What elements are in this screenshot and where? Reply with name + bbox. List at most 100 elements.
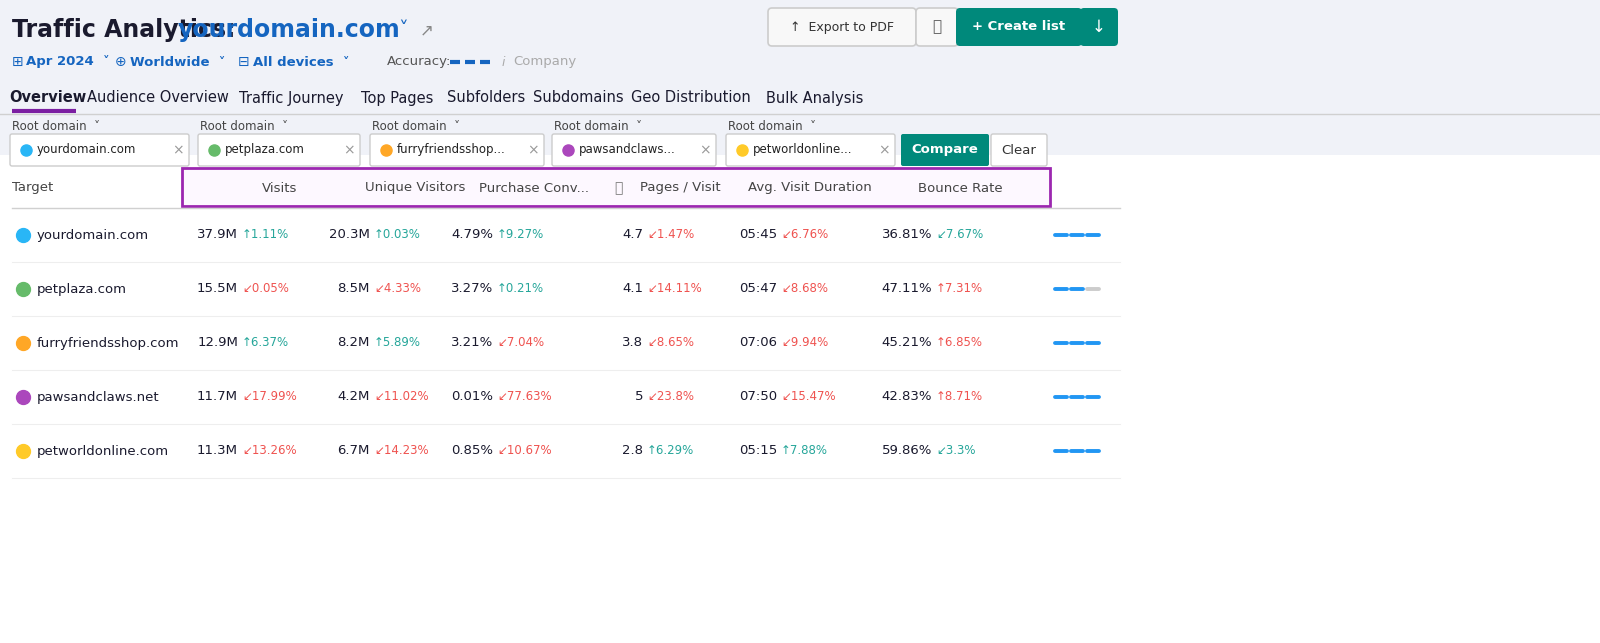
- Text: ⊕: ⊕: [115, 55, 126, 69]
- Text: ↙77.63%: ↙77.63%: [498, 390, 552, 404]
- Text: 20.3M: 20.3M: [330, 228, 370, 242]
- Text: 0.01%: 0.01%: [451, 390, 493, 404]
- Text: ↙7.04%: ↙7.04%: [498, 336, 544, 350]
- FancyBboxPatch shape: [0, 0, 1600, 155]
- Text: ↑1.11%: ↑1.11%: [242, 228, 290, 242]
- Text: Purchase Conv...: Purchase Conv...: [478, 181, 589, 194]
- Text: Clear: Clear: [1002, 143, 1037, 156]
- Text: ↙8.68%: ↙8.68%: [781, 282, 829, 296]
- Text: ↙7.67%: ↙7.67%: [936, 228, 984, 242]
- Text: ×: ×: [342, 143, 355, 157]
- Text: i: i: [502, 55, 506, 69]
- Text: ↙8.65%: ↙8.65%: [646, 336, 694, 350]
- Text: ↑5.89%: ↑5.89%: [374, 336, 421, 350]
- Text: Company: Company: [514, 55, 576, 69]
- Text: 4.1: 4.1: [622, 282, 643, 296]
- Text: ↙9.94%: ↙9.94%: [781, 336, 829, 350]
- Text: 59.86%: 59.86%: [882, 444, 931, 458]
- Text: 05:47: 05:47: [739, 282, 778, 296]
- Text: Overview: Overview: [10, 91, 86, 105]
- FancyBboxPatch shape: [370, 134, 544, 166]
- FancyBboxPatch shape: [990, 134, 1046, 166]
- Text: furryfriendsshop.com: furryfriendsshop.com: [37, 336, 179, 350]
- Text: ↑7.31%: ↑7.31%: [936, 282, 982, 296]
- Text: petworldonline...: petworldonline...: [754, 143, 853, 156]
- FancyBboxPatch shape: [726, 134, 894, 166]
- Text: ↑6.29%: ↑6.29%: [646, 444, 694, 458]
- Text: ⊞: ⊞: [13, 55, 24, 69]
- Text: ↙14.23%: ↙14.23%: [374, 444, 429, 458]
- Text: 2.8: 2.8: [622, 444, 643, 458]
- Text: pawsandclaws...: pawsandclaws...: [579, 143, 675, 156]
- Text: Avg. Visit Duration: Avg. Visit Duration: [749, 181, 872, 194]
- Text: ˅: ˅: [398, 21, 408, 39]
- Text: Pages / Visit: Pages / Visit: [640, 181, 720, 194]
- Text: Target: Target: [13, 181, 53, 194]
- Text: 8.5M: 8.5M: [338, 282, 370, 296]
- Text: 3.27%: 3.27%: [451, 282, 493, 296]
- Text: ↗: ↗: [419, 21, 434, 39]
- Text: ↙3.3%: ↙3.3%: [936, 444, 976, 458]
- FancyBboxPatch shape: [915, 8, 958, 46]
- Text: petplaza.com: petplaza.com: [226, 143, 306, 156]
- Text: Traffic Analytics:: Traffic Analytics:: [13, 18, 243, 42]
- FancyBboxPatch shape: [768, 8, 915, 46]
- Text: 3.21%: 3.21%: [451, 336, 493, 350]
- Text: 8.2M: 8.2M: [338, 336, 370, 350]
- Text: petplaza.com: petplaza.com: [37, 282, 126, 296]
- Text: + Create list: + Create list: [973, 21, 1066, 33]
- Text: Visits: Visits: [262, 181, 298, 194]
- Text: Audience Overview: Audience Overview: [86, 91, 229, 105]
- Text: 37.9M: 37.9M: [197, 228, 238, 242]
- Text: ↙15.47%: ↙15.47%: [781, 390, 835, 404]
- FancyBboxPatch shape: [552, 134, 717, 166]
- FancyBboxPatch shape: [198, 134, 360, 166]
- Text: Root domain  ˅: Root domain ˅: [728, 120, 816, 132]
- Text: ↙17.99%: ↙17.99%: [242, 390, 296, 404]
- Text: yourdomain.com: yourdomain.com: [37, 228, 149, 242]
- Text: yourdomain.com: yourdomain.com: [178, 18, 400, 42]
- Text: ×: ×: [878, 143, 890, 157]
- Text: Root domain  ˅: Root domain ˅: [200, 120, 288, 132]
- Text: ↙11.02%: ↙11.02%: [374, 390, 429, 404]
- Text: 12.9M: 12.9M: [197, 336, 238, 350]
- Text: 07:50: 07:50: [739, 390, 778, 404]
- Text: petworldonline.com: petworldonline.com: [37, 444, 170, 458]
- Text: ↙10.67%: ↙10.67%: [498, 444, 552, 458]
- FancyBboxPatch shape: [10, 134, 189, 166]
- Text: ↓: ↓: [1093, 18, 1106, 36]
- Text: ⊟: ⊟: [238, 55, 250, 69]
- Text: ↑9.27%: ↑9.27%: [498, 228, 544, 242]
- Text: pawsandclaws.net: pawsandclaws.net: [37, 390, 160, 404]
- Text: ↙0.05%: ↙0.05%: [242, 282, 290, 296]
- Text: ↙23.8%: ↙23.8%: [646, 390, 694, 404]
- Text: Top Pages: Top Pages: [362, 91, 434, 105]
- FancyBboxPatch shape: [182, 168, 1050, 206]
- Text: 4.79%: 4.79%: [451, 228, 493, 242]
- Text: ⛶: ⛶: [933, 19, 941, 35]
- FancyBboxPatch shape: [1080, 8, 1118, 46]
- Text: 11.3M: 11.3M: [197, 444, 238, 458]
- Text: ↑  Export to PDF: ↑ Export to PDF: [790, 21, 894, 33]
- Text: Geo Distribution: Geo Distribution: [630, 91, 750, 105]
- Text: Subfolders: Subfolders: [446, 91, 525, 105]
- Text: Root domain  ˅: Root domain ˅: [13, 120, 99, 132]
- Text: Compare: Compare: [912, 143, 978, 156]
- FancyBboxPatch shape: [901, 134, 989, 166]
- Text: ↑8.71%: ↑8.71%: [936, 390, 982, 404]
- Text: 🖥: 🖥: [614, 181, 622, 195]
- Text: 5: 5: [635, 390, 643, 404]
- Text: All devices  ˅: All devices ˅: [253, 55, 349, 69]
- Text: Accuracy:: Accuracy:: [387, 55, 451, 69]
- Text: Subdomains: Subdomains: [533, 91, 624, 105]
- Text: ↑0.21%: ↑0.21%: [498, 282, 544, 296]
- Text: 07:06: 07:06: [739, 336, 778, 350]
- Text: yourdomain.com: yourdomain.com: [37, 143, 136, 156]
- Text: Traffic Journey: Traffic Journey: [240, 91, 344, 105]
- Text: ×: ×: [173, 143, 184, 157]
- Text: 45.21%: 45.21%: [882, 336, 931, 350]
- Text: ↙1.47%: ↙1.47%: [646, 228, 694, 242]
- Text: 15.5M: 15.5M: [197, 282, 238, 296]
- Text: ×: ×: [699, 143, 710, 157]
- Text: furryfriendsshop...: furryfriendsshop...: [397, 143, 506, 156]
